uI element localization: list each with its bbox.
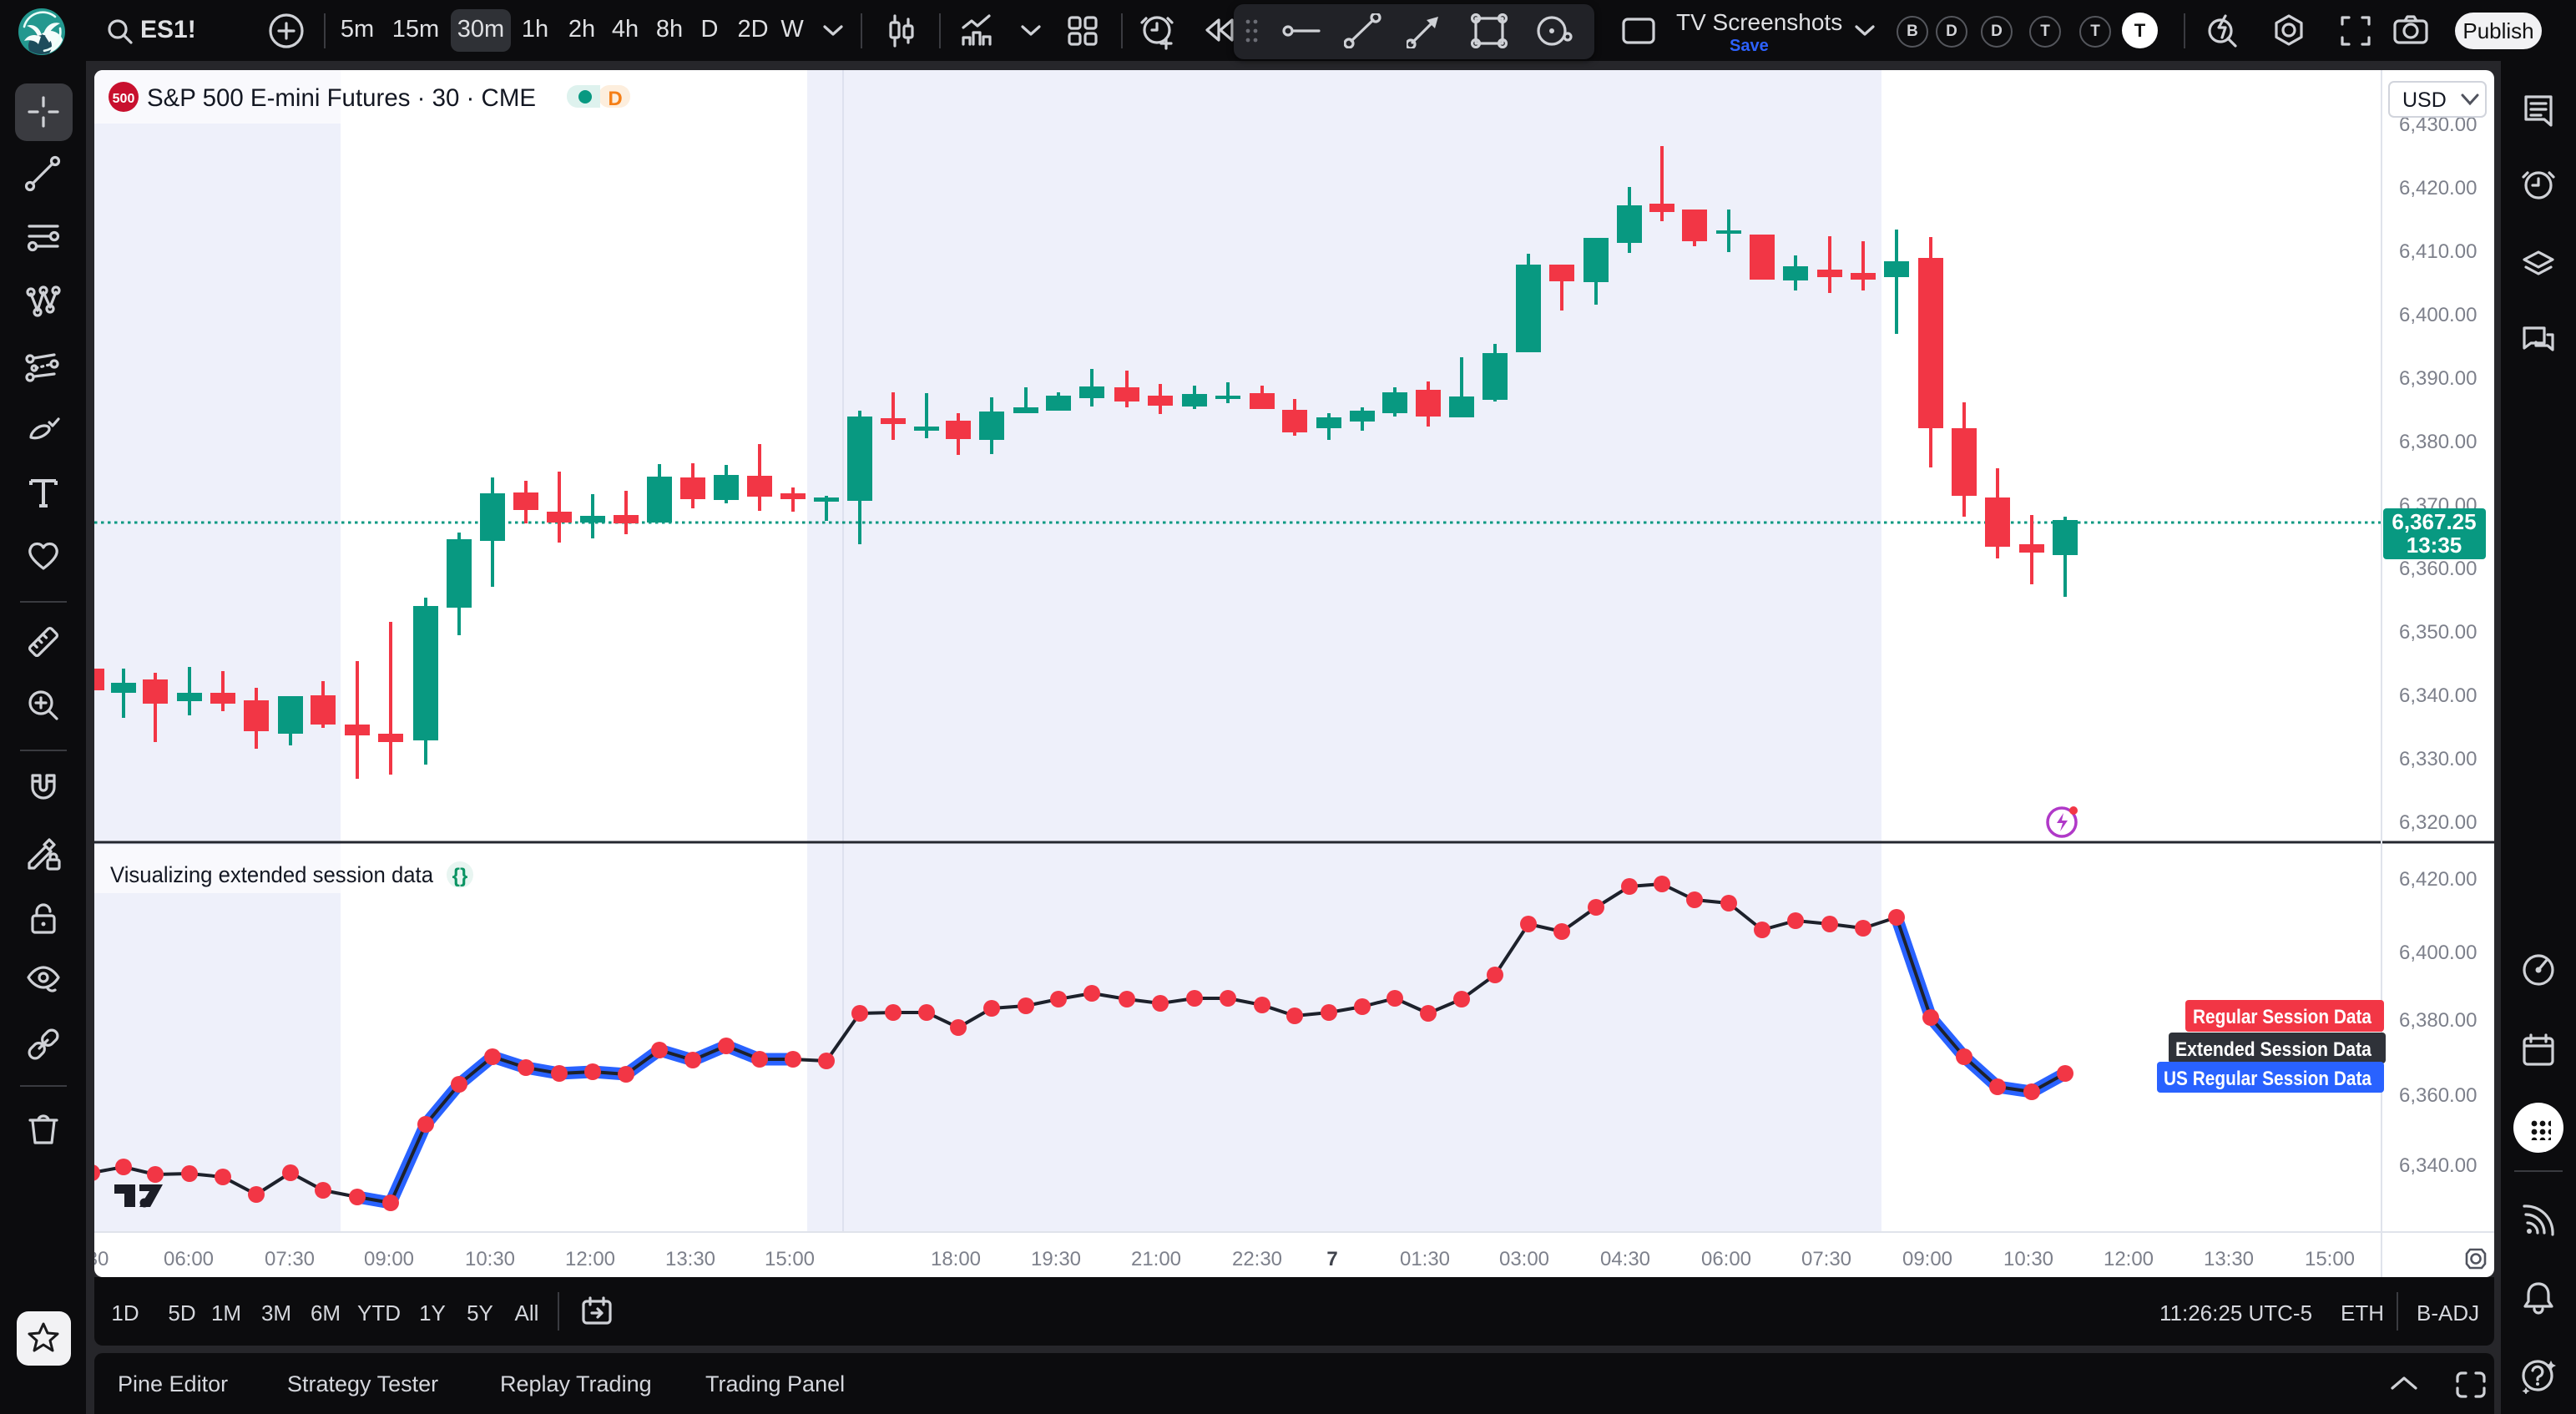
svg-text:13:30: 13:30 bbox=[2204, 1248, 2254, 1270]
svg-text:6,340.00: 6,340.00 bbox=[2399, 1154, 2477, 1177]
svg-text:6,390.00: 6,390.00 bbox=[2399, 367, 2477, 390]
svg-text:{}: {} bbox=[452, 865, 468, 887]
svg-text:06:00: 06:00 bbox=[164, 1248, 214, 1270]
svg-text:6,330.00: 6,330.00 bbox=[2399, 748, 2477, 770]
svg-text:21:00: 21:00 bbox=[1131, 1248, 1181, 1270]
svg-text:10:30: 10:30 bbox=[2003, 1248, 2053, 1270]
svg-text:6,400.00: 6,400.00 bbox=[2399, 304, 2477, 326]
svg-text:18:00: 18:00 bbox=[931, 1248, 981, 1270]
svg-text:6,420.00: 6,420.00 bbox=[2399, 868, 2477, 891]
svg-text:01:30: 01:30 bbox=[1400, 1248, 1450, 1270]
svg-text:6,420.00: 6,420.00 bbox=[2399, 177, 2477, 199]
svg-text:6,320.00: 6,320.00 bbox=[2399, 811, 2477, 834]
svg-text:15:00: 15:00 bbox=[2305, 1248, 2355, 1270]
svg-text:S&P 500 E-mini Futures · 30 ·: S&P 500 E-mini Futures · 30 · CME bbox=[147, 84, 536, 112]
svg-text:6,367.25: 6,367.25 bbox=[2392, 509, 2476, 534]
svg-text:6,350.00: 6,350.00 bbox=[2399, 621, 2477, 644]
svg-text:30: 30 bbox=[94, 1248, 109, 1270]
svg-text:03:00: 03:00 bbox=[1499, 1248, 1549, 1270]
svg-text:09:00: 09:00 bbox=[1902, 1248, 1952, 1270]
svg-text:13:35: 13:35 bbox=[2407, 533, 2462, 558]
svg-text:7: 7 bbox=[1326, 1248, 1337, 1270]
svg-text:6,410.00: 6,410.00 bbox=[2399, 240, 2477, 263]
svg-text:6,380.00: 6,380.00 bbox=[2399, 1009, 2477, 1032]
svg-text:12:00: 12:00 bbox=[565, 1248, 615, 1270]
svg-text:07:30: 07:30 bbox=[1801, 1248, 1851, 1270]
svg-text:07:30: 07:30 bbox=[265, 1248, 315, 1270]
svg-text:USD: USD bbox=[2402, 88, 2447, 112]
svg-text:22:30: 22:30 bbox=[1232, 1248, 1282, 1270]
svg-text:04:30: 04:30 bbox=[1600, 1248, 1650, 1270]
svg-text:500: 500 bbox=[113, 92, 135, 106]
svg-text:Visualizing extended session d: Visualizing extended session data bbox=[110, 862, 434, 887]
svg-text:06:00: 06:00 bbox=[1701, 1248, 1751, 1270]
svg-text:6,360.00: 6,360.00 bbox=[2399, 1084, 2477, 1107]
svg-text:Extended Session Data: Extended Session Data bbox=[2175, 1038, 2372, 1061]
svg-text:6,340.00: 6,340.00 bbox=[2399, 684, 2477, 707]
svg-text:Regular Session Data: Regular Session Data bbox=[2193, 1006, 2372, 1028]
svg-text:09:00: 09:00 bbox=[364, 1248, 414, 1270]
svg-text:15:00: 15:00 bbox=[765, 1248, 815, 1270]
svg-text:D: D bbox=[608, 88, 622, 110]
svg-text:19:30: 19:30 bbox=[1031, 1248, 1081, 1270]
svg-text:6,380.00: 6,380.00 bbox=[2399, 431, 2477, 453]
svg-text:6,360.00: 6,360.00 bbox=[2399, 558, 2477, 580]
svg-text:US Regular Session Data: US Regular Session Data bbox=[2164, 1068, 2372, 1090]
svg-text:6,400.00: 6,400.00 bbox=[2399, 942, 2477, 964]
svg-text:13:30: 13:30 bbox=[665, 1248, 715, 1270]
svg-text:12:00: 12:00 bbox=[2104, 1248, 2154, 1270]
svg-text:10:30: 10:30 bbox=[465, 1248, 515, 1270]
